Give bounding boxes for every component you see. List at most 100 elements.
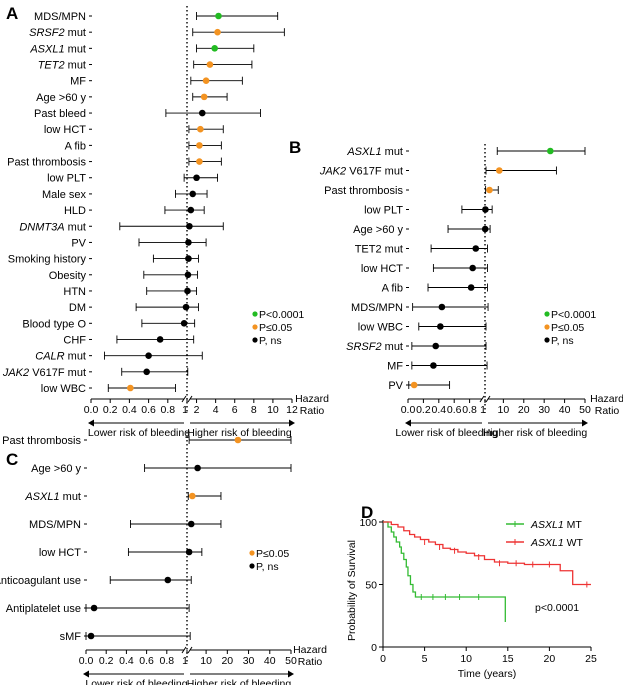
row-label: A fib — [382, 283, 403, 295]
axis-title-line: Ratio — [298, 656, 323, 668]
row-label: SRSF2 mut — [29, 27, 86, 39]
forest-row: low PLT — [364, 205, 493, 217]
row-label-rest: V617F mut — [346, 166, 403, 178]
forest-row: low HCT — [44, 124, 224, 136]
estimate-point — [197, 125, 204, 133]
legend-group: MT — [564, 519, 583, 531]
survival-curve-wt — [383, 521, 591, 586]
row-label: MF — [70, 76, 86, 88]
x-tick-label: 30 — [243, 655, 255, 667]
row-label: Blood type O — [22, 318, 86, 330]
y-tick-label: 0 — [371, 642, 377, 654]
panel-letter: A — [6, 4, 18, 23]
forest-row: TET2 mut — [355, 244, 488, 256]
x-tick-label: 40 — [264, 655, 276, 667]
row-label: JAK2 V617F mut — [2, 367, 86, 379]
x-tick-label: 40 — [559, 404, 571, 416]
forest-row: HLD — [64, 205, 205, 217]
row-label: SRSF2 mut — [346, 341, 403, 353]
forest-row: Anticoagulant use — [0, 575, 192, 587]
x-tick-label: 2 — [194, 404, 200, 416]
row-label-gene: ASXL1 — [346, 146, 381, 158]
legend-label: P≤0.05 — [551, 322, 584, 334]
estimate-point — [143, 368, 150, 376]
row-label: MDS/MPN — [351, 302, 403, 314]
forest-row: JAK2 V617F mut — [2, 367, 189, 379]
axis-break-mark — [187, 646, 193, 654]
legend-label: P≤0.05 — [259, 322, 292, 334]
estimate-point — [182, 303, 190, 311]
legend-label: P≤0.05 — [256, 548, 289, 560]
panel-a: A MDS/MPN SRSF2 mut ASXL1 mut TET2 mut MF Age … — [2, 4, 329, 439]
row-label-rest: mut — [65, 60, 86, 72]
estimate-point — [214, 28, 221, 36]
forest-row: Age >60 y — [36, 92, 228, 104]
forest-row: SRSF2 mut — [346, 341, 487, 353]
forest-row: low WBC — [41, 383, 176, 395]
estimate-point — [90, 604, 98, 612]
lower-risk-label: Lower risk of bleeding — [85, 678, 187, 685]
estimate-point — [193, 174, 200, 182]
forest-row: Age >60 y — [31, 463, 292, 475]
panel-letter: D — [361, 503, 373, 522]
row-label: MF — [387, 361, 403, 373]
estimate-point — [486, 186, 493, 194]
x-tick-label: 0.6 — [139, 655, 154, 667]
x-tick-label: 30 — [538, 404, 550, 416]
legend-gene: ASXL1 — [530, 519, 564, 531]
forest-row: PV — [71, 237, 207, 249]
row-label: low HCT — [361, 263, 403, 275]
estimate-point — [196, 142, 203, 149]
estimate-point — [87, 632, 95, 640]
y-axis-title: Probability of Survival — [346, 540, 358, 641]
row-label-gene: TET2 — [38, 60, 65, 72]
x-tick-label: 0.6 — [141, 404, 156, 416]
row-label-gene: JAK2 — [2, 367, 29, 379]
axis-break-mark — [485, 395, 491, 403]
panel-letter: B — [289, 138, 301, 157]
axis-title-line: Ratio — [595, 405, 620, 417]
estimate-point — [495, 167, 503, 174]
row-label-rest: mut — [65, 351, 86, 363]
survival-curve-mt — [383, 521, 506, 622]
estimate-point — [185, 548, 193, 556]
x-tick-label: 6 — [232, 404, 238, 416]
row-label-gene: CALR — [35, 351, 64, 363]
estimate-point — [469, 264, 476, 272]
estimate-point — [200, 93, 208, 101]
x-tick-label: 0.8 — [462, 404, 477, 416]
row-label-gene: JAK2 — [319, 166, 346, 178]
row-label-rest: mut — [60, 491, 81, 503]
row-label: PV — [388, 380, 403, 392]
forest-row: Smoking history — [8, 254, 199, 266]
estimate-point — [184, 287, 191, 295]
estimate-point — [156, 336, 164, 343]
axis-break-mark — [181, 395, 187, 403]
axis-title-line: Hazard — [590, 393, 623, 405]
x-tick-label: 0.8 — [159, 655, 174, 667]
forest-row: Blood type O — [22, 318, 196, 330]
estimate-point — [185, 255, 192, 262]
row-label-rest: mut — [65, 43, 86, 55]
row-label: TET2 mut — [38, 60, 86, 72]
estimate-point — [194, 464, 201, 472]
legend-marker — [249, 550, 255, 556]
estimate-point — [438, 303, 446, 311]
row-label: MDS/MPN — [34, 11, 86, 23]
arrow-head-right — [289, 419, 295, 427]
estimate-point — [410, 381, 418, 389]
x-tick-label: 1 — [182, 655, 188, 667]
arrow-head-left — [405, 419, 411, 427]
x-tick-label: 20 — [221, 655, 233, 667]
forest-row: ASXL1 mut — [29, 43, 255, 55]
x-tick-label: 20 — [544, 653, 556, 665]
row-label-rest: mut — [382, 146, 403, 158]
row-label: CALR mut — [35, 351, 86, 363]
legend-marker — [252, 337, 258, 343]
estimate-point — [547, 147, 554, 155]
row-label-rest: mut — [382, 341, 403, 353]
estimate-point — [180, 320, 188, 327]
row-label: Smoking history — [8, 254, 87, 266]
panel-c: C Past thrombosis Age >60 y ASXL1 mut MDS/MP… — [0, 432, 327, 685]
